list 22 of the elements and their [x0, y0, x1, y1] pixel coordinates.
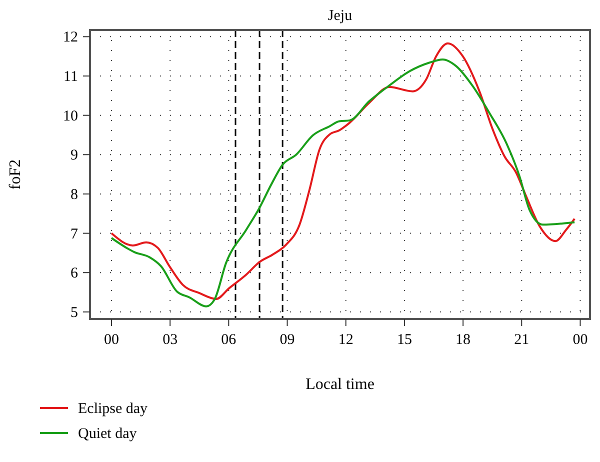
legend-label: Eclipse day: [78, 401, 148, 417]
y-tick-label: 9: [70, 148, 78, 164]
y-axis-title: foF2: [7, 159, 24, 190]
x-tick-label: 00: [572, 332, 588, 348]
y-tick-label: 6: [70, 266, 78, 282]
x-tick-label: 21: [514, 332, 530, 348]
chart-title: Jeju: [328, 8, 353, 24]
x-axis-title: Local time: [306, 376, 374, 393]
x-tick-label: 18: [456, 332, 471, 348]
x-tick-label: 15: [396, 332, 412, 348]
x-tick-label: 03: [162, 332, 178, 348]
x-tick-label: 06: [221, 332, 237, 348]
y-tick-label: 5: [70, 304, 78, 321]
y-tick-label: 8: [70, 186, 78, 203]
x-tick-label: 12: [338, 332, 354, 348]
y-tick-label: 12: [63, 30, 78, 46]
y-tick-label: 11: [64, 69, 78, 86]
x-tick-label: 00: [104, 332, 119, 348]
x-tick-label: 09: [280, 332, 295, 348]
legend-label: Quiet day: [78, 426, 138, 442]
y-tick-label: 7: [70, 226, 78, 242]
y-tick-label: 10: [63, 108, 78, 124]
